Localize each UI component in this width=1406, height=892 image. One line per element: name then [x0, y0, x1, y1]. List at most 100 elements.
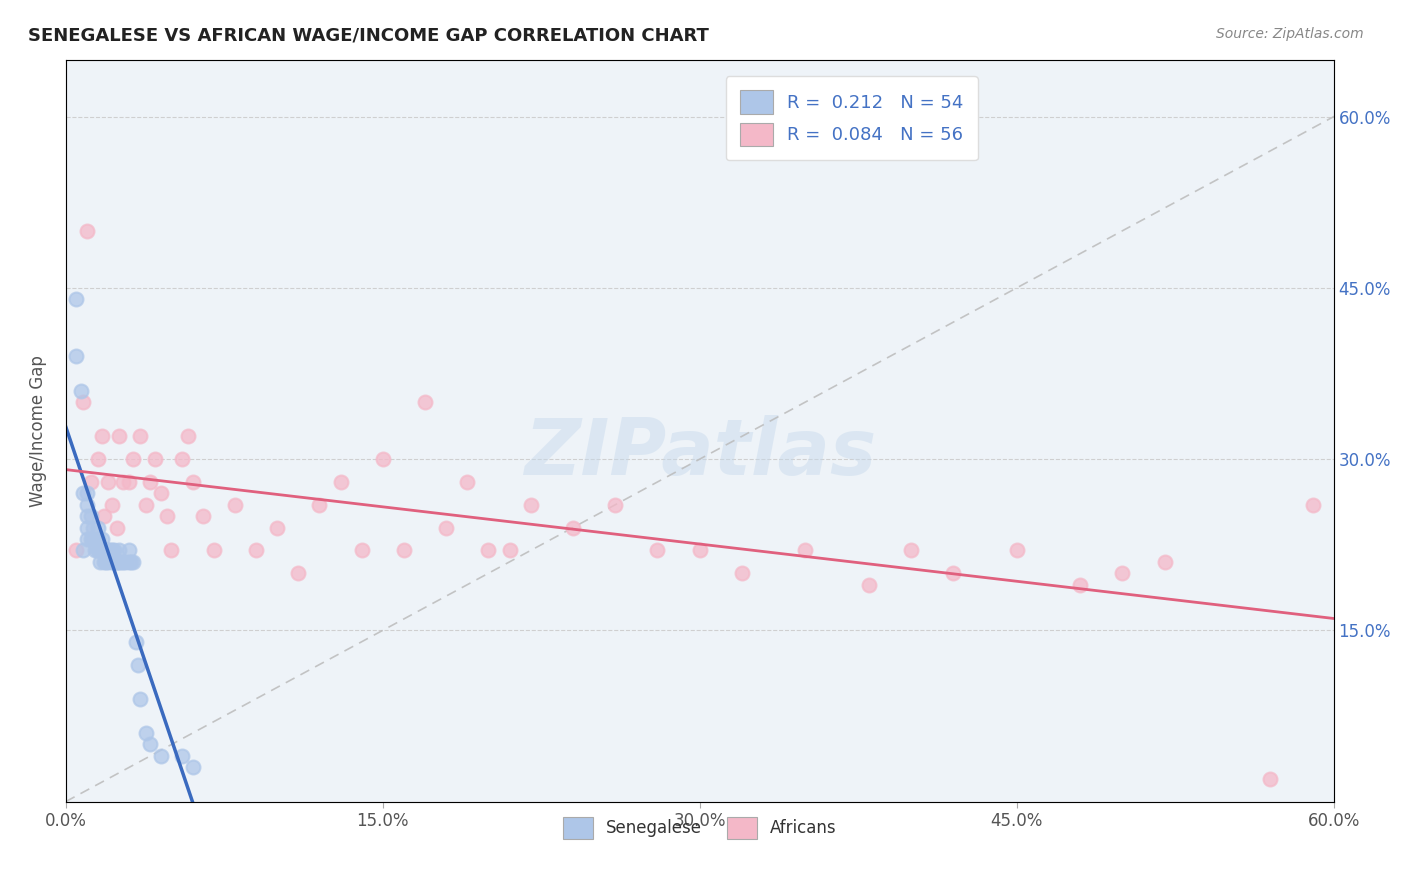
Point	[111, 475, 134, 489]
Point	[89, 543, 111, 558]
Point	[731, 566, 754, 581]
Point	[392, 543, 415, 558]
Point	[160, 543, 183, 558]
Point	[561, 520, 583, 534]
Text: ZIPatlas: ZIPatlas	[523, 415, 876, 491]
Text: SENEGALESE VS AFRICAN WAGE/INCOME GAP CORRELATION CHART: SENEGALESE VS AFRICAN WAGE/INCOME GAP CO…	[28, 27, 709, 45]
Point	[114, 555, 136, 569]
Point	[118, 555, 141, 569]
Point	[647, 543, 669, 558]
Point	[498, 543, 520, 558]
Point	[794, 543, 817, 558]
Point	[124, 634, 146, 648]
Point	[105, 555, 128, 569]
Point	[202, 543, 225, 558]
Point	[65, 293, 87, 307]
Point	[434, 520, 457, 534]
Point	[94, 543, 117, 558]
Point	[1005, 543, 1028, 558]
Point	[69, 384, 91, 398]
Point	[97, 475, 120, 489]
Point	[65, 350, 87, 364]
Point	[858, 577, 880, 591]
Point	[76, 486, 98, 500]
Point	[101, 555, 124, 569]
Point	[371, 452, 394, 467]
Point	[329, 475, 352, 489]
Point	[181, 760, 204, 774]
Y-axis label: Wage/Income Gap: Wage/Income Gap	[30, 355, 46, 507]
Point	[605, 498, 627, 512]
Point	[90, 429, 112, 443]
Point	[76, 498, 98, 512]
Point	[80, 475, 103, 489]
Point	[93, 509, 115, 524]
Point	[94, 555, 117, 569]
Point	[181, 475, 204, 489]
Point	[120, 555, 142, 569]
Point	[191, 509, 214, 524]
Point	[93, 555, 115, 569]
Point	[86, 532, 108, 546]
Point	[942, 566, 965, 581]
Point	[86, 543, 108, 558]
Point	[1302, 498, 1324, 512]
Point	[103, 543, 125, 558]
Point	[93, 543, 115, 558]
Point	[350, 543, 373, 558]
Point	[80, 532, 103, 546]
Point	[97, 543, 120, 558]
Point	[135, 726, 157, 740]
Point	[1069, 577, 1091, 591]
Point	[1111, 566, 1133, 581]
Point	[149, 486, 172, 500]
Point	[65, 543, 87, 558]
Point	[308, 498, 330, 512]
Point	[122, 452, 145, 467]
Point	[689, 543, 711, 558]
Point	[86, 452, 108, 467]
Point	[143, 452, 166, 467]
Text: Source: ZipAtlas.com: Source: ZipAtlas.com	[1216, 27, 1364, 41]
Point	[97, 555, 120, 569]
Point	[122, 555, 145, 569]
Point	[107, 543, 129, 558]
Point	[90, 543, 112, 558]
Point	[245, 543, 267, 558]
Point	[139, 475, 162, 489]
Point	[127, 657, 149, 672]
Point	[456, 475, 478, 489]
Point	[76, 520, 98, 534]
Point	[1153, 555, 1175, 569]
Point	[170, 748, 193, 763]
Point	[118, 543, 141, 558]
Point	[224, 498, 246, 512]
Point	[76, 509, 98, 524]
Point	[80, 509, 103, 524]
Point	[82, 520, 104, 534]
Point	[103, 555, 125, 569]
Point	[101, 498, 124, 512]
Point	[98, 543, 121, 558]
Point	[1258, 772, 1281, 786]
Point	[72, 486, 94, 500]
Point	[135, 498, 157, 512]
Point	[107, 555, 129, 569]
Point	[111, 555, 134, 569]
Point	[105, 520, 128, 534]
Point	[519, 498, 541, 512]
Point	[156, 509, 179, 524]
Point	[101, 543, 124, 558]
Point	[118, 475, 141, 489]
Point	[139, 738, 162, 752]
Point	[86, 543, 108, 558]
Point	[266, 520, 288, 534]
Point	[128, 429, 150, 443]
Point	[90, 532, 112, 546]
Point	[477, 543, 499, 558]
Point	[86, 520, 108, 534]
Point	[107, 429, 129, 443]
Point	[82, 532, 104, 546]
Point	[177, 429, 200, 443]
Point	[110, 555, 132, 569]
